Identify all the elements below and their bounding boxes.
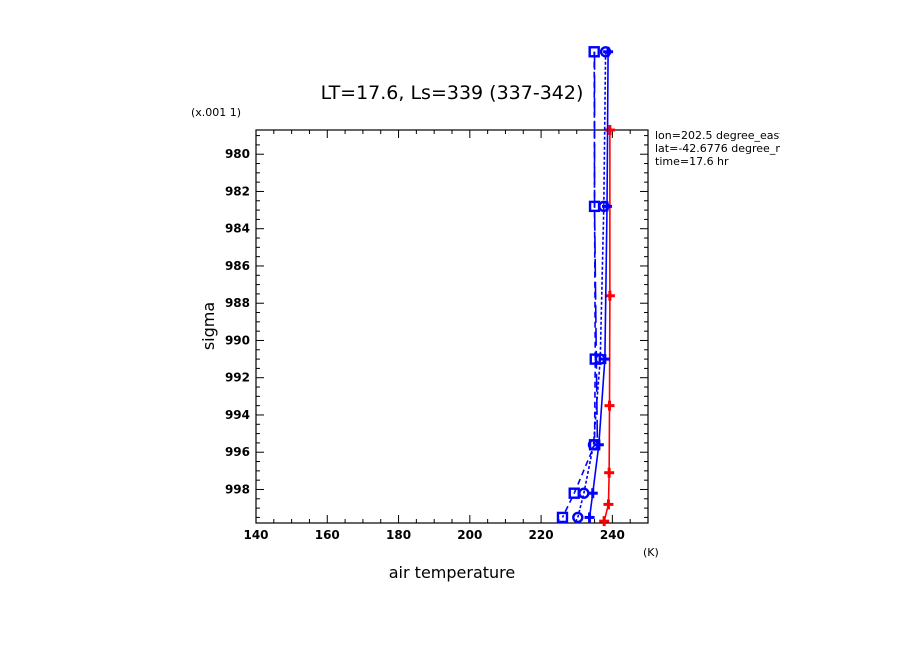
info-block: lon=202.5 degree_east lat=-42.6776 degre… — [655, 129, 805, 168]
x-tick-label: 220 — [529, 528, 554, 542]
series-layer — [556, 46, 615, 527]
x-tick-label: 180 — [386, 528, 411, 542]
axes-group: 140 160 180 200 220 240 980 982 984 986 988 990 992 9… — [225, 129, 649, 542]
data-point — [588, 439, 601, 451]
y-tick-label: 980 — [225, 147, 250, 161]
y-tick-label: 996 — [225, 445, 250, 459]
y-tick-label: 984 — [225, 222, 250, 236]
x-units-label: (K) — [643, 546, 659, 559]
data-point — [599, 46, 612, 58]
series-line — [593, 51, 599, 445]
y-axis-label: sigma — [199, 302, 218, 350]
data-point — [556, 511, 569, 524]
data-point — [584, 512, 595, 523]
series-4 — [593, 51, 599, 445]
x-axis-label: air temperature — [389, 563, 515, 582]
data-point — [603, 499, 614, 510]
y-multiplier-label: (x.001 1) — [191, 106, 241, 119]
info-lat: lat=-42.6776 degree_north — [655, 142, 805, 155]
data-point — [568, 487, 580, 499]
info-clip-mask — [780, 128, 904, 173]
data-point — [604, 400, 615, 411]
y-tick-label: 990 — [225, 333, 250, 347]
x-tick-label: 140 — [243, 528, 268, 542]
x-tick-label: 240 — [600, 528, 625, 542]
x-tick-label: 200 — [457, 528, 482, 542]
data-point — [599, 516, 610, 527]
y-tick-label: 982 — [225, 184, 250, 198]
series-2 — [572, 46, 612, 524]
data-point — [604, 467, 615, 478]
series-0 — [599, 125, 615, 527]
info-lon: lon=202.5 degree_east — [655, 129, 784, 142]
data-point — [589, 353, 601, 365]
series-3 — [556, 46, 601, 524]
data-point — [572, 511, 584, 524]
x-tick-label: 160 — [315, 528, 340, 542]
y-tick-label: 998 — [225, 482, 250, 496]
data-point — [604, 125, 615, 135]
y-tick-label: 994 — [225, 408, 250, 422]
y-tick-label: 988 — [225, 296, 250, 310]
plot-frame — [255, 129, 649, 524]
y-tick-label: 986 — [225, 259, 250, 273]
y-tick-label: 992 — [225, 371, 250, 385]
info-time: time=17.6 hr — [655, 155, 729, 168]
chart-title: LT=17.6, Ls=339 (337-342) — [321, 82, 584, 104]
